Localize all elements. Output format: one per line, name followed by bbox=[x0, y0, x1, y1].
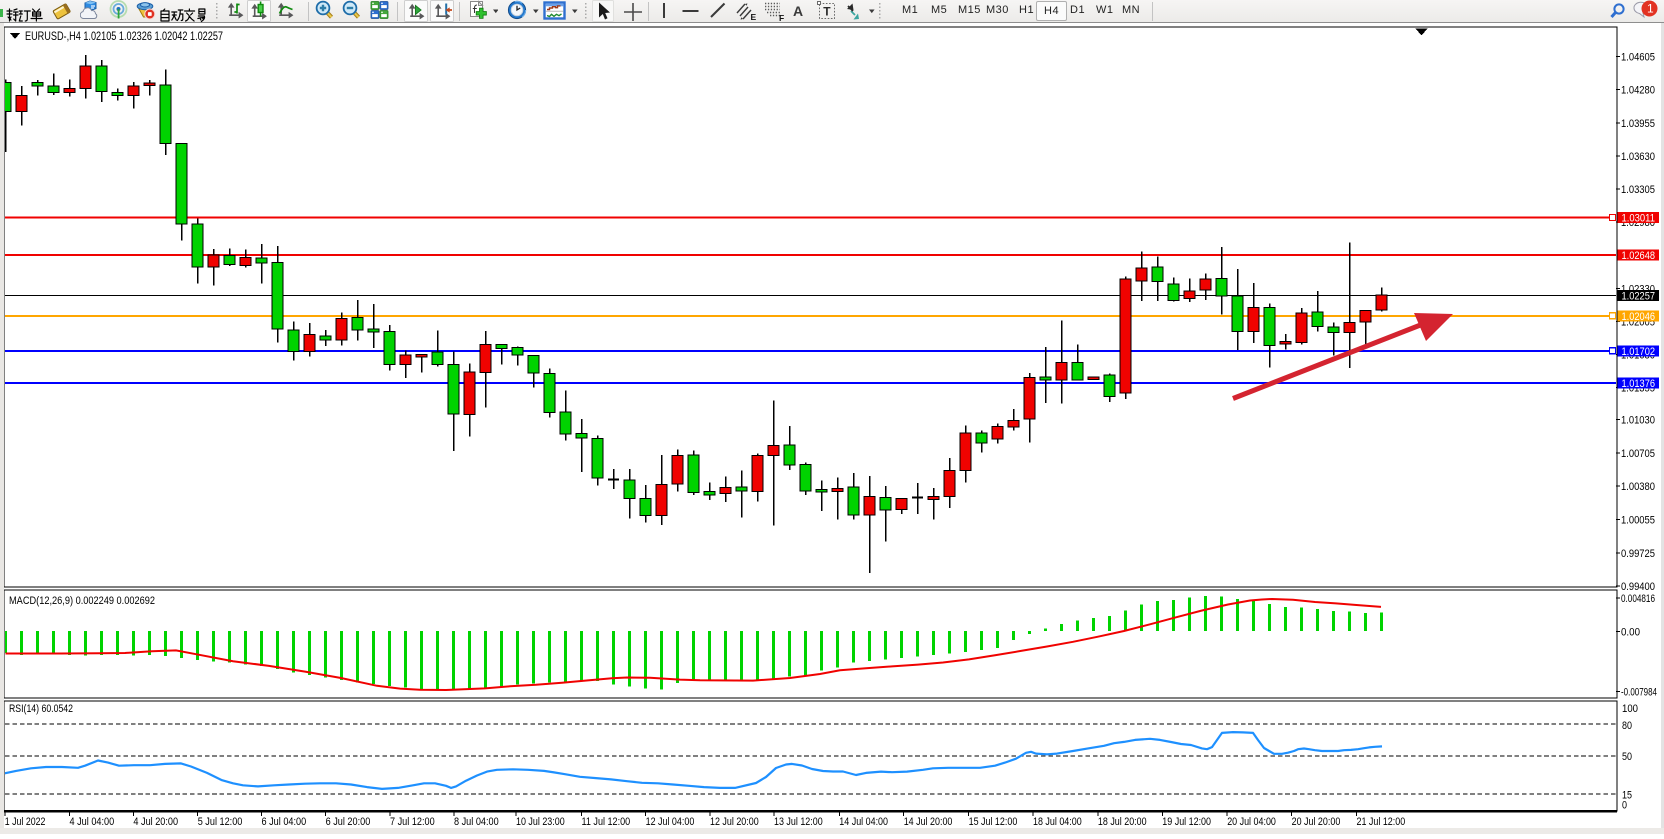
svg-text:20 Jul 20:00: 20 Jul 20:00 bbox=[1292, 816, 1341, 828]
svg-text:1.02257: 1.02257 bbox=[1622, 291, 1656, 303]
svg-text:13 Jul 12:00: 13 Jul 12:00 bbox=[774, 816, 823, 828]
svg-text:50: 50 bbox=[1622, 751, 1632, 763]
svg-text:1.01680: 1.01680 bbox=[1621, 350, 1655, 362]
svg-text:19 Jul 12:00: 19 Jul 12:00 bbox=[1162, 816, 1211, 828]
svg-text:15: 15 bbox=[1622, 789, 1632, 801]
svg-text:1.03011: 1.03011 bbox=[1622, 213, 1656, 225]
svg-text:80: 80 bbox=[1622, 720, 1632, 732]
svg-text:4 Jul 20:00: 4 Jul 20:00 bbox=[133, 816, 178, 828]
svg-text:5 Jul 12:00: 5 Jul 12:00 bbox=[198, 816, 243, 828]
svg-text:1.02980: 1.02980 bbox=[1621, 217, 1655, 229]
svg-text:100: 100 bbox=[1622, 703, 1638, 715]
svg-text:14 Jul 20:00: 14 Jul 20:00 bbox=[904, 816, 953, 828]
svg-text:7 Jul 12:00: 7 Jul 12:00 bbox=[390, 816, 435, 828]
svg-text:1.03630: 1.03630 bbox=[1621, 151, 1655, 163]
svg-text:6 Jul 20:00: 6 Jul 20:00 bbox=[326, 816, 371, 828]
svg-text:T: T bbox=[823, 5, 831, 19]
svg-text:0.004816: 0.004816 bbox=[1621, 593, 1655, 605]
svg-text:1.02046: 1.02046 bbox=[1622, 311, 1656, 323]
svg-text:EURUSD-,H4 1.02105 1.02326 1.: EURUSD-,H4 1.02105 1.02326 1.02042 1.022… bbox=[25, 29, 223, 43]
svg-text:8 Jul 04:00: 8 Jul 04:00 bbox=[454, 816, 499, 828]
svg-text:0.99725: 0.99725 bbox=[1621, 548, 1655, 560]
svg-text:15 Jul 12:00: 15 Jul 12:00 bbox=[969, 816, 1018, 828]
svg-text:18 Jul 04:00: 18 Jul 04:00 bbox=[1033, 816, 1082, 828]
svg-text:20 Jul 04:00: 20 Jul 04:00 bbox=[1227, 816, 1276, 828]
svg-text:11 Jul 12:00: 11 Jul 12:00 bbox=[582, 816, 631, 828]
svg-text:F: F bbox=[779, 13, 784, 22]
svg-text:12 Jul 20:00: 12 Jul 20:00 bbox=[710, 816, 759, 828]
svg-text:1.00705: 1.00705 bbox=[1621, 448, 1655, 460]
svg-text:1.02005: 1.02005 bbox=[1621, 316, 1655, 328]
svg-text:4 Jul 04:00: 4 Jul 04:00 bbox=[70, 816, 115, 828]
svg-text:21 Jul 12:00: 21 Jul 12:00 bbox=[1357, 816, 1406, 828]
svg-text:1.00380: 1.00380 bbox=[1621, 481, 1655, 493]
svg-text:1.02330: 1.02330 bbox=[1621, 283, 1655, 295]
svg-text:1.01376: 1.01376 bbox=[1622, 378, 1656, 390]
svg-text:1.03955: 1.03955 bbox=[1621, 118, 1655, 130]
svg-text:14 Jul 04:00: 14 Jul 04:00 bbox=[839, 816, 888, 828]
svg-text:MACD(12,26,9) 0.002249 0.00269: MACD(12,26,9) 0.002249 0.002692 bbox=[9, 595, 155, 607]
svg-text:10 Jul 23:00: 10 Jul 23:00 bbox=[516, 816, 565, 828]
svg-text:RSI(14) 60.0542: RSI(14) 60.0542 bbox=[9, 703, 73, 715]
svg-text:1.04280: 1.04280 bbox=[1621, 85, 1655, 97]
svg-text:1.01355: 1.01355 bbox=[1621, 383, 1655, 395]
svg-text:12 Jul 04:00: 12 Jul 04:00 bbox=[646, 816, 695, 828]
svg-text:1.01702: 1.01702 bbox=[1622, 346, 1656, 358]
svg-text:-0.007984: -0.007984 bbox=[1621, 687, 1657, 699]
svg-text:E: E bbox=[751, 12, 757, 22]
svg-text:0.99400: 0.99400 bbox=[1621, 581, 1655, 593]
svg-text:1.04605: 1.04605 bbox=[1621, 52, 1655, 64]
svg-text:1.03305: 1.03305 bbox=[1621, 184, 1655, 196]
svg-text:1.01030: 1.01030 bbox=[1621, 415, 1655, 427]
svg-text:1.00055: 1.00055 bbox=[1621, 515, 1655, 527]
svg-text:1: 1 bbox=[1647, 2, 1654, 16]
svg-text:0.00: 0.00 bbox=[1621, 627, 1640, 639]
svg-text:0: 0 bbox=[1622, 799, 1627, 811]
svg-text:18 Jul 20:00: 18 Jul 20:00 bbox=[1098, 816, 1147, 828]
svg-text:6 Jul 04:00: 6 Jul 04:00 bbox=[262, 816, 307, 828]
svg-text:1.02648: 1.02648 bbox=[1622, 250, 1656, 262]
svg-text:1 Jul 2022: 1 Jul 2022 bbox=[5, 816, 46, 828]
